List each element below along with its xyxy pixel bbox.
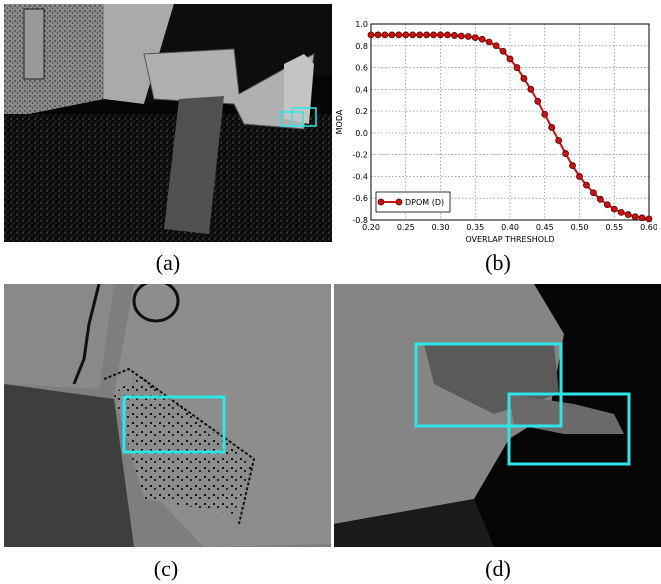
x-tick-label: 0.20 xyxy=(362,223,380,232)
x-axis-label: OVERLAP THRESHOLD xyxy=(465,235,554,244)
data-point xyxy=(638,214,646,222)
data-point xyxy=(471,34,479,42)
caption-b: (b) xyxy=(485,250,511,275)
data-point xyxy=(409,31,417,39)
data-point xyxy=(430,31,437,39)
x-tick-label: 0.60 xyxy=(640,223,657,232)
data-point xyxy=(534,97,542,105)
series-markers xyxy=(367,31,653,223)
y-tick-label: 0.0 xyxy=(355,129,368,138)
data-point xyxy=(596,195,604,203)
data-point xyxy=(513,64,521,71)
data-point xyxy=(485,38,493,46)
y-axis-label: MODA xyxy=(335,109,344,134)
data-point xyxy=(416,31,424,39)
y-tick-label: 0.4 xyxy=(355,85,368,94)
data-point xyxy=(423,31,430,39)
data-point xyxy=(548,124,556,131)
y-tick-label: 0.8 xyxy=(355,42,368,51)
panel-a-depth-image xyxy=(4,4,332,242)
data-point xyxy=(457,32,465,40)
data-point xyxy=(610,205,618,213)
data-point xyxy=(624,211,632,218)
x-tick-labels: 0.20 0.25 0.30 0.35 0.40 0.45 0.50 0.55 0.60 xyxy=(362,223,657,232)
panel-d-depth-crop xyxy=(334,284,661,547)
data-point xyxy=(617,208,625,216)
data-point xyxy=(395,31,403,39)
data-point xyxy=(388,31,396,39)
data-point xyxy=(583,181,590,189)
y-tick-labels: 1.0 0.8 0.6 0.4 0.2 0.0 -0.2 -0.4 -0.6 -0.8 xyxy=(352,20,368,225)
data-point xyxy=(367,31,375,39)
caption-d: (d) xyxy=(485,556,511,581)
moda-chart: 0.20 0.25 0.30 0.35 0.40 0.45 0.50 0.55 0.60 1.0… xyxy=(335,20,657,244)
chart-grid xyxy=(370,23,650,221)
data-point xyxy=(631,213,639,221)
x-tick-label: 0.25 xyxy=(397,223,415,232)
data-point xyxy=(645,215,653,223)
data-point xyxy=(444,31,451,39)
y-tick-label: 0.2 xyxy=(355,107,368,116)
data-point xyxy=(506,55,514,63)
data-point xyxy=(520,75,528,82)
y-tick-label: -0.6 xyxy=(352,194,368,203)
legend: DPOM (D) xyxy=(375,191,451,213)
data-point xyxy=(541,110,549,118)
x-tick-label: 0.35 xyxy=(466,223,484,232)
data-point xyxy=(402,31,410,39)
y-tick-label: -0.2 xyxy=(352,151,368,160)
x-tick-label: 0.45 xyxy=(536,223,554,232)
legend-box xyxy=(375,191,451,213)
data-point xyxy=(437,31,444,39)
depth-image-d xyxy=(334,284,661,547)
legend-label: DPOM (D) xyxy=(405,198,444,207)
data-point xyxy=(381,31,389,39)
plot-frame xyxy=(370,23,650,221)
data-point xyxy=(569,162,576,169)
y-tick-label: 0.6 xyxy=(355,64,368,73)
depth-image-a xyxy=(4,4,332,242)
caption-c: (c) xyxy=(153,556,179,581)
y-tick-label: -0.4 xyxy=(352,172,368,181)
caption-a: (a) xyxy=(155,250,181,275)
x-tick-label: 0.30 xyxy=(432,223,450,232)
data-point xyxy=(527,85,535,93)
data-point xyxy=(478,35,486,43)
data-point xyxy=(374,31,382,39)
data-point xyxy=(492,42,500,50)
data-point xyxy=(451,32,458,39)
panel-c-depth-crop xyxy=(4,284,331,547)
data-point xyxy=(576,173,583,180)
data-point xyxy=(555,137,563,144)
data-point xyxy=(562,150,570,157)
x-tick-label: 0.55 xyxy=(605,223,623,232)
y-tick-label: 1.0 xyxy=(355,20,368,29)
x-tick-label: 0.40 xyxy=(501,223,519,232)
data-point xyxy=(499,47,507,55)
depth-image-c xyxy=(4,284,331,547)
data-point xyxy=(589,189,597,197)
x-tick-label: 0.50 xyxy=(571,223,589,232)
data-point xyxy=(464,33,472,40)
panel-b-chart: 0.20 0.25 0.30 0.35 0.40 0.45 0.50 0.55 0.60 1.0… xyxy=(335,8,657,244)
y-tick-label: -0.8 xyxy=(352,216,368,225)
data-point xyxy=(603,201,611,209)
